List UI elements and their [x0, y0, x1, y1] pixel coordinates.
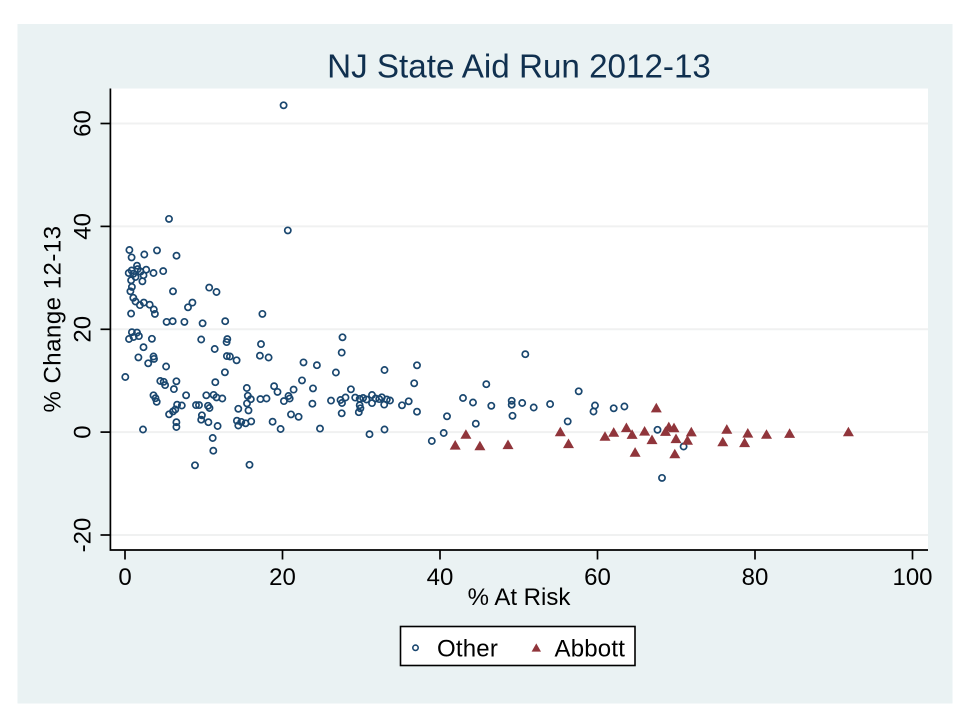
svg-text:-20: -20 — [70, 518, 97, 553]
svg-text:100: 100 — [892, 564, 932, 591]
svg-text:0: 0 — [70, 425, 97, 438]
svg-text:60: 60 — [70, 110, 97, 137]
svg-text:NJ State Aid Run 2012-13: NJ State Aid Run 2012-13 — [327, 49, 711, 86]
svg-text:20: 20 — [269, 564, 296, 591]
svg-text:% At Risk: % At Risk — [468, 584, 572, 611]
svg-text:Abbott: Abbott — [555, 636, 626, 663]
svg-text:60: 60 — [584, 564, 611, 591]
svg-text:40: 40 — [70, 213, 97, 240]
svg-text:Other: Other — [437, 636, 498, 663]
svg-text:40: 40 — [427, 564, 454, 591]
svg-text:% Change 12-13: % Change 12-13 — [39, 225, 66, 412]
svg-text:80: 80 — [742, 564, 769, 591]
svg-text:20: 20 — [70, 316, 97, 343]
svg-text:0: 0 — [118, 564, 131, 591]
